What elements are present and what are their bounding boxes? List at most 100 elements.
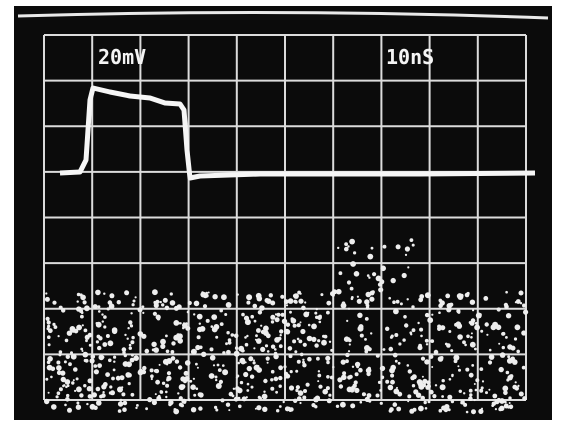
noise-dot [516, 350, 520, 354]
noise-dot [341, 360, 346, 365]
noise-dot [53, 368, 55, 370]
noise-dot [110, 390, 115, 395]
noise-dot [385, 380, 389, 384]
noise-dot [141, 334, 146, 339]
noise-dot [301, 306, 306, 311]
noise-dot [469, 393, 472, 396]
noise-dot [353, 251, 356, 254]
noise-dot [283, 365, 286, 368]
noise-dot [370, 332, 372, 334]
noise-dot [368, 277, 370, 279]
noise-dot [451, 374, 454, 377]
oscilloscope-photo: 20mV 10nS [0, 0, 561, 427]
noise-dot [378, 381, 381, 384]
noise-dot [234, 334, 239, 339]
noise-dot [376, 394, 380, 398]
noise-dot [256, 405, 261, 410]
noise-dot [504, 401, 507, 404]
noise-dot [456, 321, 462, 327]
noise-dot [390, 365, 396, 371]
noise-dot [67, 408, 72, 413]
noise-dot [297, 360, 301, 364]
noise-dot [274, 337, 280, 343]
noise-dot [234, 397, 239, 402]
noise-dot [421, 357, 425, 361]
noise-dot [425, 313, 429, 317]
noise-dot [396, 387, 398, 389]
noise-dot [101, 313, 103, 315]
noise-dot [109, 293, 114, 298]
noise-dot [288, 298, 294, 304]
noise-dot [191, 407, 196, 412]
noise-dot [128, 382, 131, 385]
noise-dot [130, 312, 132, 314]
noise-dot [181, 384, 186, 389]
noise-dot [427, 384, 431, 388]
noise-dot [108, 300, 113, 305]
noise-dot [388, 297, 391, 300]
noise-dot [336, 289, 342, 295]
noise-dot [76, 386, 82, 392]
noise-dot [494, 399, 499, 404]
noise-dot [407, 266, 409, 268]
noise-dot [159, 364, 161, 366]
noise-dot [117, 300, 121, 304]
noise-dot [47, 327, 50, 330]
noise-dot [165, 391, 168, 394]
noise-dot [235, 346, 238, 349]
noise-dot [58, 353, 61, 356]
noise-dot [256, 293, 262, 299]
noise-dot [479, 367, 483, 371]
noise-dot [470, 336, 473, 339]
noise-dot [279, 329, 283, 333]
noise-dot [405, 246, 410, 251]
noise-dot [366, 372, 370, 376]
noise-dot [92, 392, 97, 397]
noise-dot [245, 319, 251, 325]
noise-dot [286, 304, 288, 306]
noise-dot [519, 392, 524, 397]
noise-dot [279, 405, 282, 408]
noise-dot [332, 366, 334, 368]
noise-dot [317, 374, 321, 378]
noise-dot [179, 322, 181, 324]
noise-dot [51, 404, 57, 410]
noise-dot [76, 377, 79, 380]
noise-dot [132, 303, 135, 306]
noise-dot [138, 307, 143, 312]
noise-dot [469, 389, 473, 393]
noise-dot [330, 376, 334, 380]
noise-dot [166, 350, 170, 354]
noise-dot [254, 320, 257, 323]
noise-dot [52, 301, 56, 305]
noise-dot [70, 326, 76, 332]
noise-dot [378, 282, 382, 286]
noise-dot [432, 394, 436, 398]
noise-dot [424, 359, 429, 364]
noise-dot [344, 247, 349, 252]
noise-dot [213, 364, 215, 366]
noise-dot [314, 312, 317, 315]
noise-dot [488, 389, 490, 391]
noise-dot [391, 278, 396, 283]
noise-dot [405, 254, 407, 256]
noise-dot [80, 315, 84, 319]
noise-dot [429, 355, 433, 359]
noise-dot [228, 409, 230, 411]
noise-dot [237, 362, 240, 365]
noise-dot [64, 360, 67, 363]
noise-dot [189, 380, 192, 383]
noise-dot [175, 359, 179, 363]
noise-dot [237, 388, 243, 394]
noise-dot [424, 401, 427, 404]
noise-dot [449, 378, 452, 381]
noise-dot [409, 331, 412, 334]
noise-dot [319, 315, 322, 318]
noise-dot [142, 312, 144, 314]
noise-dot [422, 376, 424, 378]
noise-dot [279, 385, 282, 388]
noise-dot [362, 392, 366, 396]
noise-dot [131, 354, 134, 357]
noise-dot [206, 319, 210, 323]
noise-dot [504, 303, 508, 307]
